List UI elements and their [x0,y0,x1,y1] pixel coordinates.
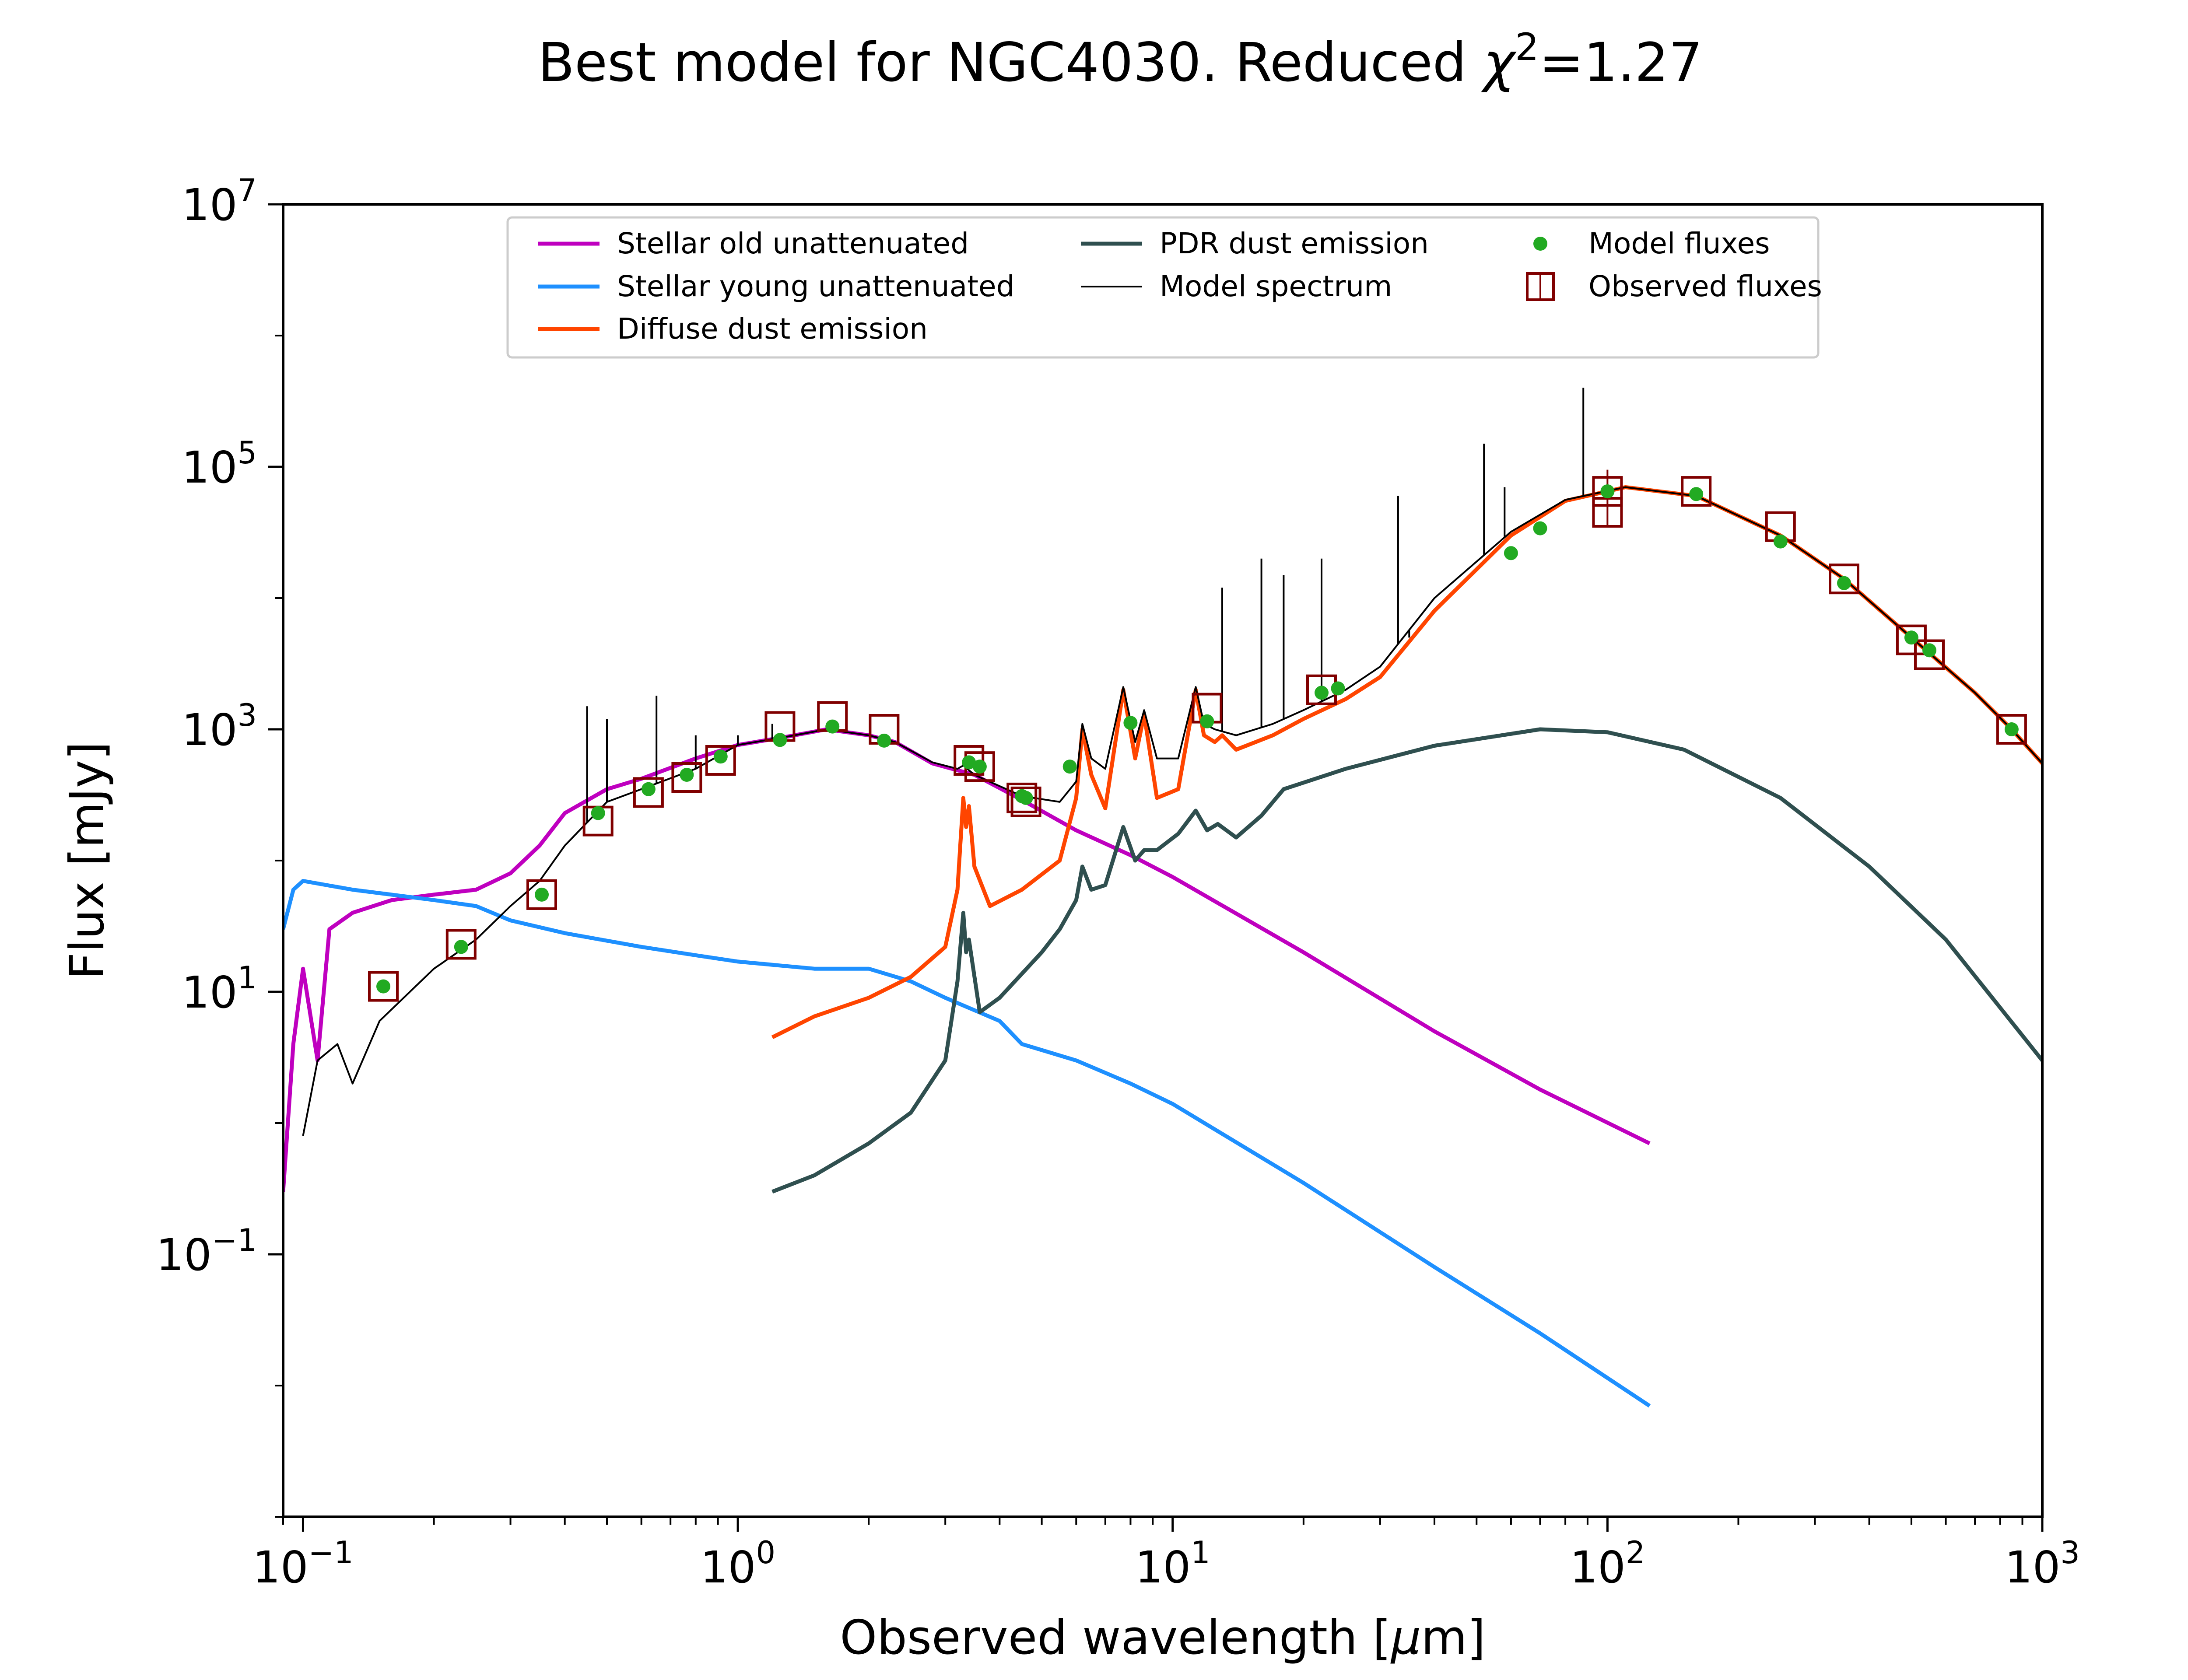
legend-label-stellar-young-unattenuated: Stellar young unattenuated [617,270,1015,303]
observed-flux-marker [705,745,736,776]
model-flux-point [877,733,891,748]
model-flux-point [680,768,694,782]
model-flux-point [535,887,549,902]
chart-title: Best model for NGC4030. Reduced χ2=1.27 [538,25,1702,94]
observed-flux-marker [1829,564,1859,595]
y-axis-label: Flux [mJy] [60,742,115,980]
y-tick-label: 101 [182,960,257,1018]
model-flux-point [713,749,728,764]
model-flux-point [2004,722,2019,736]
observed-flux-marker [368,971,399,1002]
y-tick-label: 103 [182,697,257,756]
model-flux-point [591,806,605,820]
model-flux-point [1600,484,1615,499]
legend-label-stellar-old-unattenuated: Stellar old unattenuated [617,227,969,260]
model-flux-point [641,782,656,796]
model-flux-point [1123,716,1138,730]
legend: Stellar old unattenuated Stellar young un… [506,216,1822,359]
model-flux-point [972,760,987,774]
model-flux-point [1837,576,1851,590]
y-tick-label: 107 [182,172,257,231]
model-flux-point [1315,686,1329,700]
model-flux-point [376,979,390,994]
legend-label-diffuse-dust-emission: Diffuse dust emission [617,312,928,346]
y-tick-label: 105 [182,435,257,493]
model-flux-point [1504,546,1518,560]
series-line-stellar-young-unattenuated [283,879,1651,1408]
model-flux-point [773,733,787,747]
model-flux-point [1062,760,1077,774]
legend-label-model-fluxes: Model fluxes [1588,227,1770,260]
model-flux-point [1689,487,1704,501]
x-tick-label: 103 [2005,1535,2080,1593]
series-line-model-spectrum [302,486,2042,1136]
observed-flux-marker [1010,786,1041,817]
model-flux-point [1904,630,1918,645]
model-flux-point [1200,714,1214,728]
legend-label-pdr-dust-emission: PDR dust emission [1160,227,1429,260]
observed-flux-marker [526,879,557,910]
x-tick-label: 100 [700,1535,775,1593]
legend-label-model-spectrum: Model spectrum [1160,270,1392,303]
observed-flux-marker [671,762,702,793]
x-axis-label: Observed wavelength [μm] [840,1610,1486,1665]
model-flux-point [1533,521,1547,536]
legend-label-observed-fluxes: Observed fluxes [1588,270,1822,303]
observed-flux-marker [1914,639,1945,670]
axis-ticks: 10−1 100 101 102 103 10−1 101 103 105 107 [156,172,2080,1593]
legend-box [506,216,1820,359]
observed-flux-marker [633,777,664,808]
observed-flux-marker [1681,476,1712,507]
observed-flux-marker [1996,714,2027,745]
model-flux-point [1773,534,1788,549]
model-flux-point [1331,681,1345,696]
observed-flux-marker [1592,476,1623,507]
model-flux-point [454,940,468,954]
observed-flux-marker [445,929,477,960]
observed-flux-marker [1006,782,1038,813]
y-tick-label: 10−1 [156,1222,257,1281]
x-tick-label: 10−1 [252,1535,353,1593]
x-tick-label: 101 [1135,1535,1210,1593]
model-flux-point [825,719,840,734]
points-layer [368,469,2027,1002]
model-flux-point [1922,643,1936,658]
model-flux-point [1019,791,1033,805]
series-line-pdr-dust-emission [771,727,2042,1194]
legend-swatch-model-fluxes [1533,237,1547,251]
x-tick-label: 102 [1570,1535,1645,1593]
model-flux-point [962,755,976,770]
